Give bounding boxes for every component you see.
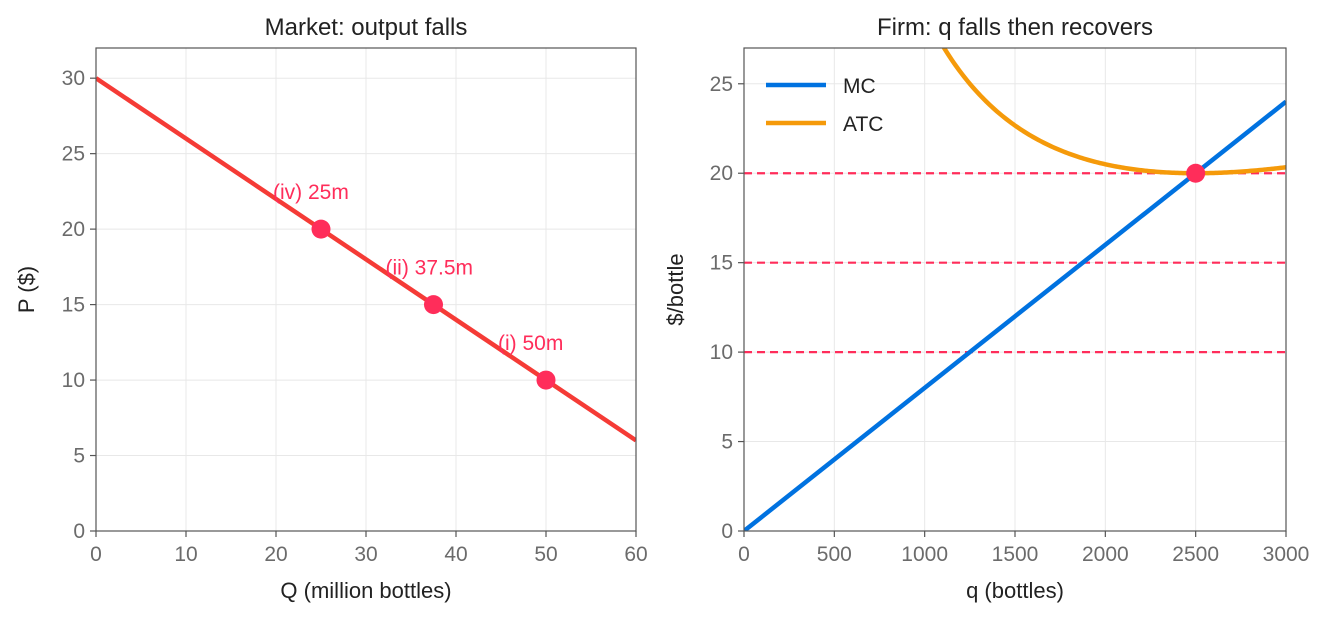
market-x-tick-label: 60 <box>624 543 647 566</box>
legend-label-atc: ATC <box>843 113 883 136</box>
firm-x-tick-label: 3000 <box>1263 543 1310 566</box>
firm-x-tick-label: 2000 <box>1082 543 1129 566</box>
legend-label-mc: MC <box>843 75 876 98</box>
firm-y-tick-label: 25 <box>710 73 733 96</box>
firm-x-tick-label: 1000 <box>901 543 948 566</box>
firm-y-tick-label: 0 <box>721 520 733 543</box>
firm-x-axis-label: q (bottles) <box>966 578 1064 603</box>
market-x-axis-label: Q (million bottles) <box>280 578 451 603</box>
market-point-annotation: (ii) 37.5m <box>386 257 474 280</box>
firm-y-tick-label: 20 <box>710 162 733 185</box>
market-x-tick-label: 30 <box>354 543 377 566</box>
firm-legend: MC ATC <box>766 75 883 136</box>
firm-y-tick-label: 5 <box>721 431 733 454</box>
market-chart-title: Market: output falls <box>265 14 468 41</box>
market-grid <box>95 48 637 532</box>
market-x-tick-label: 10 <box>174 543 197 566</box>
market-point-annotation: (iv) 25m <box>273 181 349 204</box>
market-chart-panel: Market: output falls (iv) 25m(ii) 37.5m(… <box>14 14 648 603</box>
market-data-point <box>424 295 443 315</box>
market-data-point <box>311 219 331 239</box>
firm-data-point <box>1186 163 1206 183</box>
firm-grid <box>743 48 1287 532</box>
firm-y-axis-label: $/bottle <box>663 253 688 325</box>
market-y-tick-label: 25 <box>62 143 85 166</box>
market-x-tick-label: 20 <box>264 543 287 566</box>
firm-y-tick-label: 10 <box>710 341 733 364</box>
market-x-tick-label: 40 <box>444 543 467 566</box>
firm-series-atc-line <box>941 48 1286 176</box>
firm-points <box>1186 163 1206 183</box>
firm-x-tick-label: 1500 <box>992 543 1039 566</box>
market-x-tick-label: 50 <box>534 543 557 566</box>
firm-x-tick-label: 0 <box>738 543 750 566</box>
firm-chart-panel: Firm: q falls then recovers 0 500 1000 1500… <box>663 14 1309 603</box>
market-x-tick-label: 0 <box>90 543 102 566</box>
market-y-tick-label: 30 <box>62 67 85 90</box>
market-y-tick-label: 15 <box>62 294 85 317</box>
firm-y-ticks: 0 5 10 15 20 25 <box>710 73 744 543</box>
firm-x-tick-label: 2500 <box>1172 543 1219 566</box>
firm-chart-title: Firm: q falls then recovers <box>877 14 1153 41</box>
firm-y-tick-label: 15 <box>710 252 733 275</box>
market-point-annotation: (i) 50m <box>498 332 563 355</box>
market-y-tick-label: 20 <box>62 218 85 241</box>
market-y-axis-label: P ($) <box>14 266 39 313</box>
market-data-point <box>536 370 556 390</box>
market-y-tick-label: 0 <box>73 520 85 543</box>
market-y-ticks: 0 5 10 15 20 25 30 <box>62 67 96 543</box>
market-annotations: (iv) 25m (ii) 37.5m (i) 50m <box>273 181 563 355</box>
market-y-tick-label: 5 <box>73 445 85 468</box>
market-x-ticks: 0 10 20 30 40 50 60 <box>90 531 648 566</box>
firm-x-ticks: 0 500 1000 1500 2000 2500 3000 <box>738 531 1309 566</box>
market-points <box>311 219 556 390</box>
firm-x-tick-label: 500 <box>817 543 852 566</box>
market-y-tick-label: 10 <box>62 369 85 392</box>
